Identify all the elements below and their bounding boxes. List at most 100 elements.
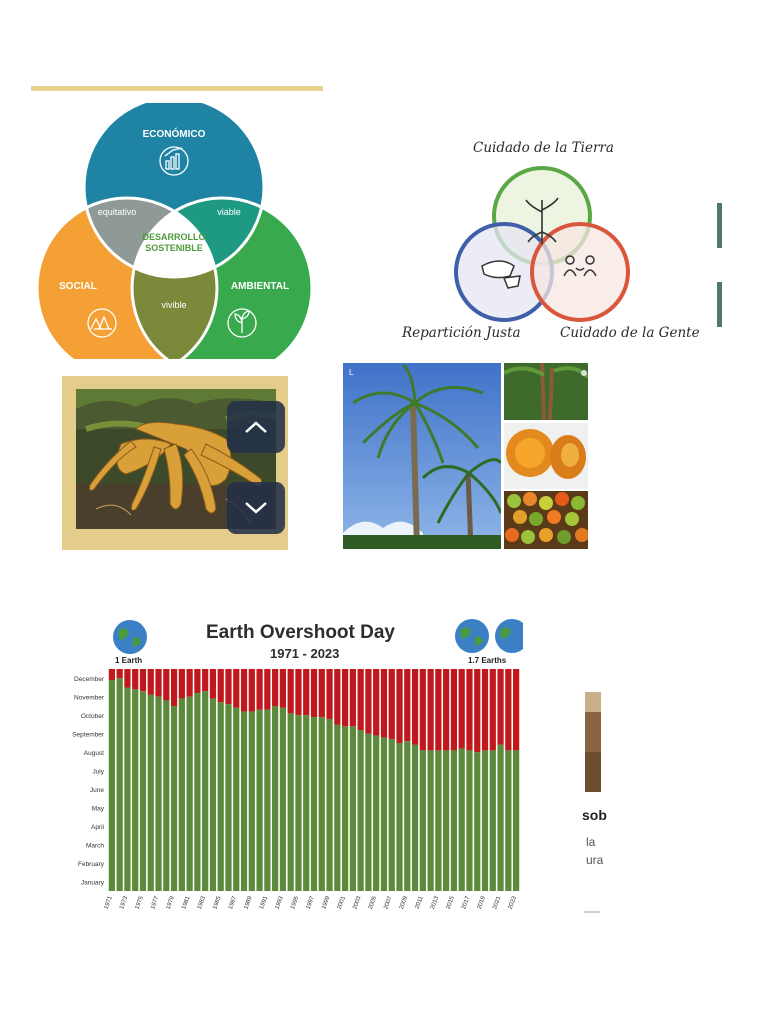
- overshoot-bar-green: [132, 689, 139, 891]
- y-tick-label: August: [84, 750, 104, 757]
- overshoot-bar-red: [124, 669, 131, 688]
- chevron-up-icon: [245, 421, 267, 433]
- card-thumbnail-image: [585, 692, 601, 792]
- overshoot-bar-red: [419, 669, 426, 751]
- overshoot-bar-green: [474, 752, 481, 891]
- scroll-up-button[interactable]: [227, 401, 285, 453]
- vivible-label: vivible: [161, 300, 186, 310]
- one-point-seven-earths-label: 1.7 Earths: [468, 656, 507, 665]
- overshoot-bar-red: [217, 669, 224, 703]
- x-tick-label: 1977: [150, 895, 160, 910]
- overshoot-bar-green: [443, 750, 450, 891]
- overshoot-bar-green: [373, 735, 380, 891]
- overshoot-bar-green: [287, 713, 294, 891]
- overshoot-bar-red: [443, 669, 450, 751]
- overshoot-bar-red: [411, 669, 419, 745]
- x-tick-label: 1981: [181, 895, 191, 910]
- overshoot-bar-red: [272, 669, 279, 706]
- x-tick-label: 1985: [212, 895, 222, 910]
- overshoot-bar-green: [295, 715, 302, 891]
- overshoot-bar-red: [139, 669, 147, 692]
- x-tick-label: 2019: [477, 895, 487, 910]
- gold-divider: [31, 86, 323, 91]
- people-care-label: Cuidado de la Gente: [560, 325, 700, 341]
- overshoot-bar-green: [116, 678, 123, 891]
- ambiental-label: AMBIENTAL: [231, 281, 289, 292]
- overshoot-bar-red: [427, 669, 434, 751]
- overshoot-bar-green: [170, 706, 178, 891]
- fruit-pile-thumbnail: [504, 491, 588, 549]
- overshoot-bar-green: [396, 743, 403, 891]
- overshoot-bar-chart: January February March April May June July Augu…: [72, 669, 520, 910]
- x-tick-label: 1993: [275, 895, 285, 910]
- overshoot-bar-green: [303, 715, 310, 891]
- x-tick-label: 1997: [306, 895, 316, 910]
- overshoot-bar-green: [513, 750, 520, 891]
- overshoot-bar-red: [474, 669, 481, 753]
- overshoot-bar-red: [435, 669, 442, 751]
- x-tick-label: 2003: [352, 895, 362, 910]
- overshoot-bar-green: [435, 750, 442, 891]
- overshoot-bar-green: [341, 726, 349, 891]
- x-tick-label: 2021: [492, 895, 502, 910]
- overshoot-bar-green: [466, 750, 473, 891]
- x-tick-label: 1987: [228, 895, 238, 910]
- overshoot-bar-red: [365, 669, 372, 734]
- center-label-line1: DESARROLLO: [143, 232, 206, 242]
- overshoot-bar-red: [163, 669, 170, 701]
- overshoot-bar-red: [178, 669, 185, 699]
- economico-label: ECONÓMICO: [143, 127, 206, 140]
- overshoot-bar-green: [388, 739, 395, 891]
- overshoot-bar-green: [233, 707, 240, 891]
- y-tick-label: January: [81, 879, 105, 886]
- overshoot-bar-green: [380, 737, 388, 891]
- chart-subtitle: 1971 - 2023: [270, 646, 340, 661]
- overshoot-bar-red: [380, 669, 388, 738]
- fair-share-label: Repartición Justa: [402, 325, 521, 341]
- card-text-line1: la: [586, 835, 596, 849]
- sustainable-development-venn: ECONÓMICO SOCIAL AMBIENTAL equitativo vi…: [35, 103, 314, 359]
- overshoot-bar-red: [489, 669, 496, 751]
- y-tick-label: April: [91, 824, 105, 831]
- overshoot-bar-green: [411, 744, 419, 891]
- card-title[interactable]: sob: [582, 807, 607, 823]
- chart-title: Earth Overshoot Day: [206, 622, 395, 643]
- overshoot-bar-red: [147, 669, 154, 695]
- overshoot-bar-red: [225, 669, 232, 705]
- overshoot-bar-green: [225, 704, 232, 891]
- overshoot-bar-green: [497, 744, 504, 891]
- card-divider: [584, 911, 600, 913]
- earth-globe-icon: [113, 620, 147, 654]
- overshoot-bar-green: [310, 717, 318, 891]
- community-icon: [87, 308, 117, 338]
- overshoot-bar-green: [163, 700, 170, 891]
- overshoot-bar-red: [108, 669, 115, 681]
- scroll-down-button[interactable]: [227, 482, 285, 534]
- overshoot-bar-red: [233, 669, 240, 708]
- overshoot-bar-green: [365, 733, 372, 891]
- y-tick-label: December: [74, 676, 105, 683]
- overshoot-bar-green: [427, 750, 434, 891]
- overshoot-bar-red: [264, 669, 271, 710]
- overshoot-bar-red: [318, 669, 325, 718]
- x-tick-label: 1975: [135, 895, 145, 910]
- x-tick-label: 1971: [104, 895, 114, 910]
- overshoot-bar-red: [240, 669, 248, 712]
- overshoot-bar-red: [209, 669, 217, 699]
- overshoot-bar-red: [513, 669, 520, 751]
- earth-globe-partial-icon: [495, 619, 523, 653]
- overshoot-bar-green: [419, 750, 426, 891]
- social-label: SOCIAL: [59, 281, 97, 292]
- overshoot-bar-green: [505, 750, 512, 891]
- overshoot-bar-green: [186, 696, 193, 891]
- overshoot-bar-green: [272, 706, 279, 891]
- overshoot-bar-red: [170, 669, 178, 706]
- center-label-line2: SOSTENIBLE: [145, 243, 203, 253]
- overshoot-bar-green: [450, 750, 458, 891]
- chevron-down-icon: [245, 502, 267, 514]
- overshoot-bar-red: [373, 669, 380, 736]
- people-icon: [563, 255, 597, 277]
- overshoot-bar-red: [310, 669, 318, 718]
- x-tick-label: 1991: [259, 895, 269, 910]
- y-tick-label: September: [72, 731, 105, 738]
